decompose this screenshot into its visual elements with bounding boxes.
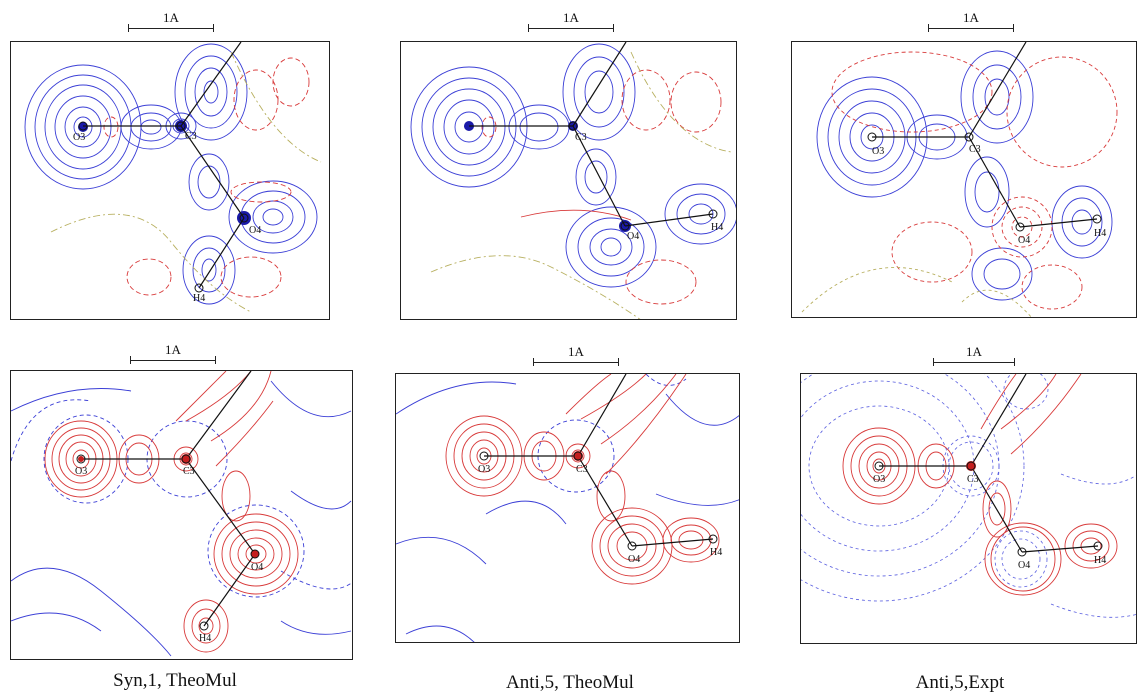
atom-label: O4 <box>628 554 640 565</box>
negative-contours <box>801 374 1136 618</box>
panel-anti-expt-bot: O3 C3 O4 H4 <box>800 373 1137 644</box>
atom-label: H4 <box>199 633 211 644</box>
bonds <box>484 374 714 547</box>
contour-map: O3 C3 O4 H4 <box>801 374 1136 618</box>
contour-map: O3 C3 O4 H4 <box>396 374 739 642</box>
bonds <box>879 374 1099 553</box>
atom-label: O4 <box>249 225 261 236</box>
contour-map: O3 C3 O4 H4 <box>801 42 1118 317</box>
positive-contours <box>410 43 736 288</box>
red-contours <box>445 374 720 585</box>
positive-contours <box>11 380 352 657</box>
scale-label: 1A <box>966 344 982 359</box>
negative-contours <box>481 69 722 305</box>
zero-contours <box>50 51 322 313</box>
scale-label: 1A <box>963 10 979 25</box>
scale-label: 1A <box>165 342 181 357</box>
atom-label: C3 <box>969 144 981 155</box>
scale-bar: 1A <box>528 10 614 34</box>
atom-label: H4 <box>1094 555 1106 566</box>
scale-label: 1A <box>163 10 179 25</box>
atom-label: C3 <box>967 474 979 485</box>
core-blobs <box>464 121 631 232</box>
zero-contours <box>801 267 1032 317</box>
panel-anti-theo-top: C3 O4 H4 <box>400 41 737 320</box>
scale-bar: 1A <box>130 342 216 366</box>
panel-anti-expt-top: O3 C3 O4 H4 <box>791 41 1137 318</box>
atom-markers <box>479 451 718 551</box>
atom-label: H4 <box>1094 228 1106 239</box>
zero-contours <box>430 51 732 319</box>
panel-anti-theo-bot: O3 C3 O4 H4 <box>395 373 740 643</box>
positive-contours <box>24 43 318 305</box>
atom-label: O3 <box>873 474 885 485</box>
atom-label: H4 <box>193 293 205 304</box>
atom-label: O3 <box>872 146 884 157</box>
atom-markers <box>78 121 249 293</box>
atom-markers <box>867 132 1102 232</box>
scale-label: 1A <box>568 344 584 359</box>
panel-syn-theo-top: C3 O3 O4 H4 <box>10 41 330 320</box>
contour-map: C3 O3 O4 H4 <box>24 42 322 313</box>
atom-label: O4 <box>627 231 639 242</box>
atom-label: O3 <box>73 132 85 143</box>
atom-label: C3 <box>183 466 195 477</box>
bonds <box>81 371 256 627</box>
caption-syn-theo: Syn,1, TheoMul <box>113 670 237 691</box>
scale-bar: 1A <box>128 10 214 34</box>
atom-markers <box>76 454 260 631</box>
scale-bar: 1A <box>933 344 1015 368</box>
caption-anti-theo: Anti,5, TheoMul <box>506 672 634 693</box>
bonds <box>872 42 1098 228</box>
atom-cores <box>573 451 583 461</box>
scale-bar: 1A <box>928 10 1014 34</box>
positive-contours <box>816 50 1113 301</box>
negative-contours <box>537 374 687 493</box>
caption-anti-expt: Anti,5,Expt <box>915 672 1005 693</box>
bonds <box>83 42 245 289</box>
red-contours <box>842 374 1118 596</box>
negative-contours <box>103 57 310 298</box>
atom-label: C3 <box>185 131 197 142</box>
positive-contours <box>396 381 739 642</box>
atom-label: H4 <box>711 222 723 233</box>
negative-contours <box>831 51 1118 310</box>
bonds <box>469 42 714 227</box>
atom-markers <box>874 461 1103 557</box>
atom-label: H4 <box>710 547 722 558</box>
core-blobs <box>78 120 251 225</box>
contour-map: O3 C3 O4 H4 <box>11 371 352 657</box>
atom-label: O3 <box>75 466 87 477</box>
atom-label: C3 <box>576 464 588 475</box>
atom-markers <box>568 121 718 231</box>
red-contours <box>44 371 299 653</box>
atom-label: O4 <box>251 562 263 573</box>
contour-map: C3 O4 H4 <box>410 42 736 319</box>
atom-label: O4 <box>1018 560 1030 571</box>
atom-cores <box>78 454 259 558</box>
atom-cores <box>966 461 976 471</box>
atom-label: O3 <box>478 464 490 475</box>
scale-label: 1A <box>563 10 579 25</box>
panel-syn-theo-bot: O3 C3 O4 H4 <box>10 370 353 660</box>
atom-label: C3 <box>575 132 587 143</box>
scale-bar: 1A <box>533 344 619 368</box>
atom-label: O4 <box>1018 235 1030 246</box>
